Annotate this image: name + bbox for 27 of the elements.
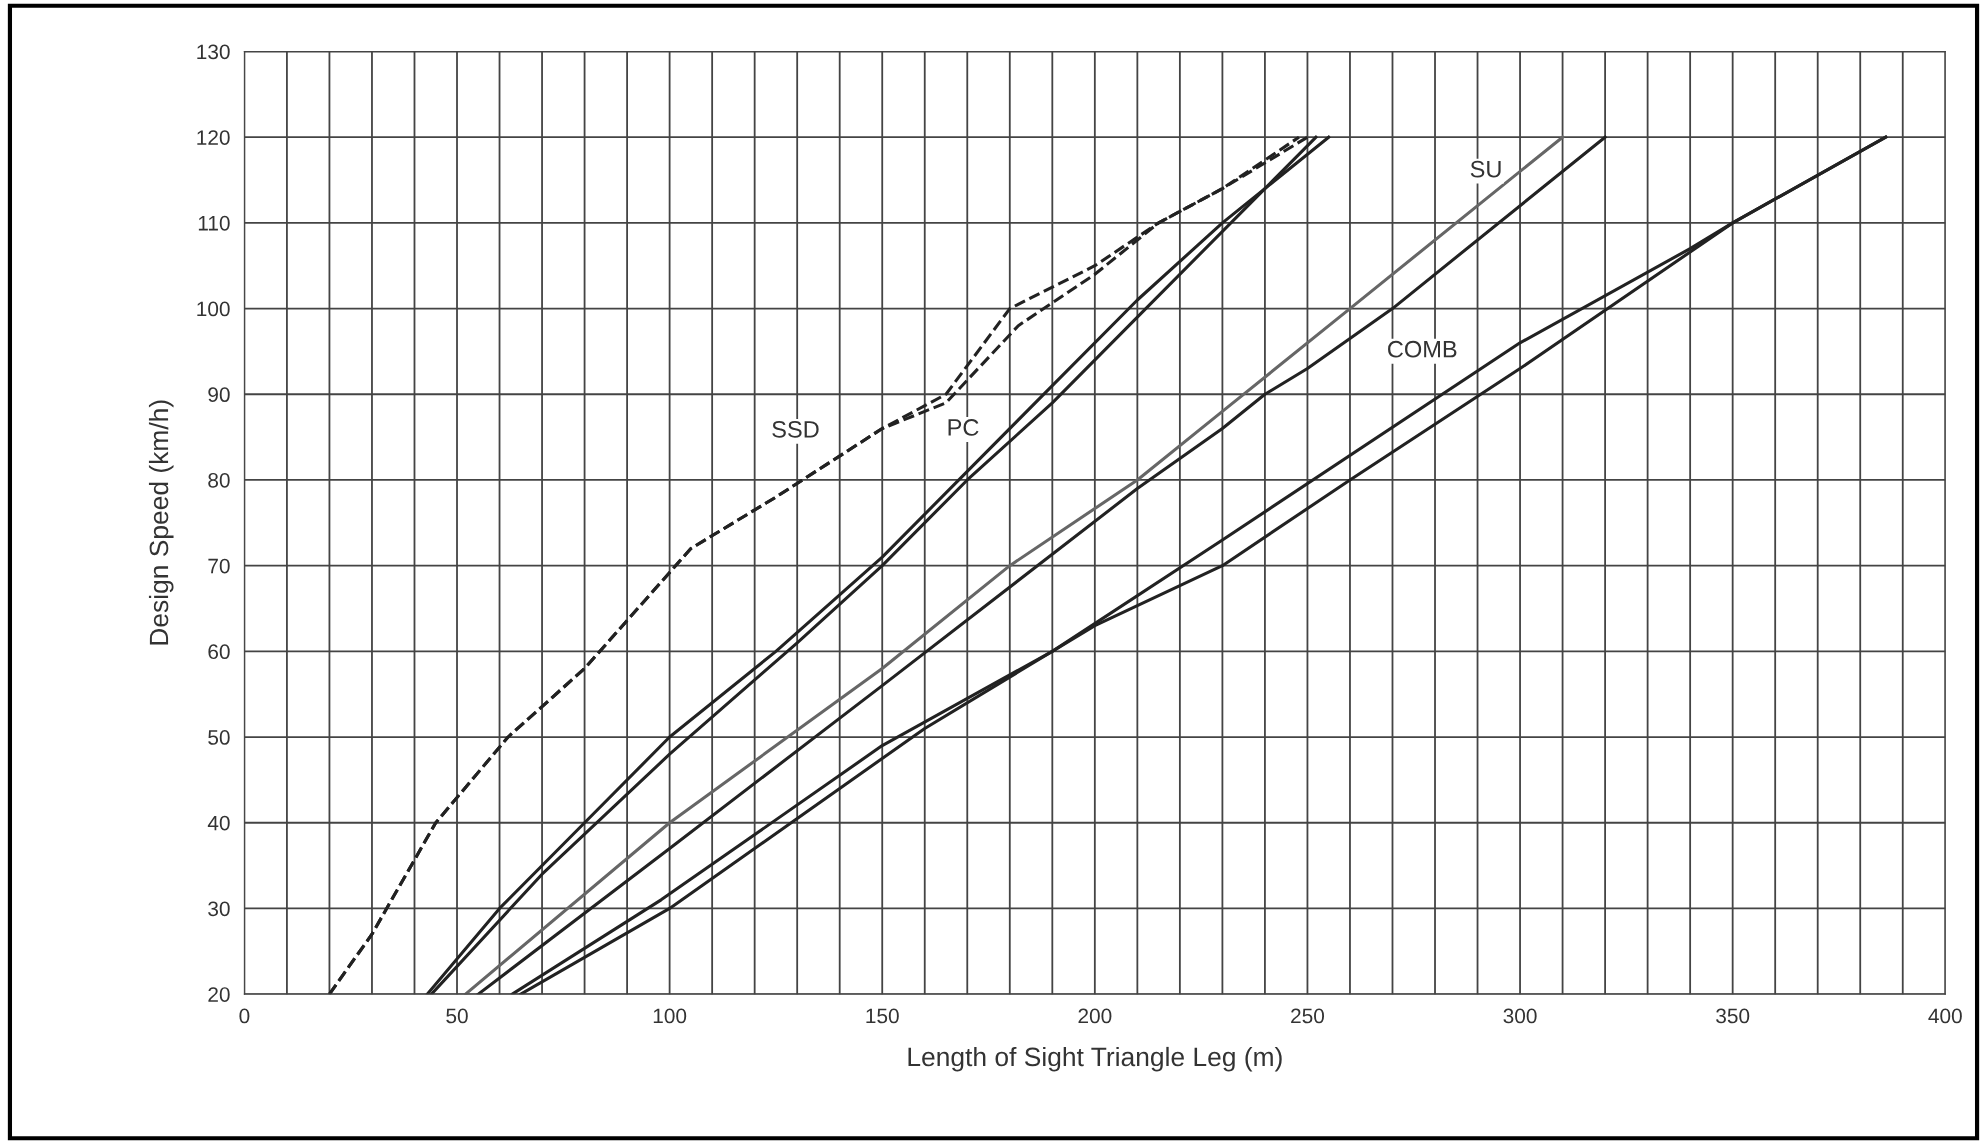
x-tick-label: 50: [446, 1008, 468, 1024]
x-axis-title: Length of Sight Triangle Leg (m): [908, 1046, 1282, 1072]
y-tick-label: 120: [197, 130, 230, 145]
y-tick-label: 60: [208, 644, 230, 660]
annotation: COMB: [1388, 340, 1457, 358]
x-tick-label: 300: [1503, 1008, 1537, 1024]
x-tick-label: 0: [239, 1008, 250, 1024]
x-tick-label: 400: [1928, 1008, 1962, 1024]
y-tick-label: 100: [197, 301, 230, 317]
x-tick-label: 350: [1716, 1008, 1750, 1024]
y-tick-label: 40: [207, 815, 230, 831]
x-tick-label: 150: [866, 1008, 899, 1024]
y-tick-label: 30: [208, 901, 230, 917]
annotation: PC: [948, 419, 979, 436]
annotation: SU: [1470, 160, 1501, 178]
x-tick-label: 100: [653, 1008, 687, 1024]
y-axis-title: Design Speed (km/h): [148, 400, 174, 645]
y-tick-label: 110: [198, 215, 230, 231]
y-tick-label: 130: [197, 44, 230, 60]
y-tick-label: 90: [208, 387, 230, 403]
y-tick-label: 80: [208, 472, 230, 488]
x-tick-label: 200: [1078, 1008, 1112, 1024]
x-tick-label: 250: [1291, 1008, 1325, 1024]
annotation: SSD: [772, 420, 819, 438]
y-tick-label: 70: [208, 558, 230, 574]
y-tick-label: 50: [208, 730, 230, 745]
y-tick-label: 20: [208, 987, 230, 1002]
